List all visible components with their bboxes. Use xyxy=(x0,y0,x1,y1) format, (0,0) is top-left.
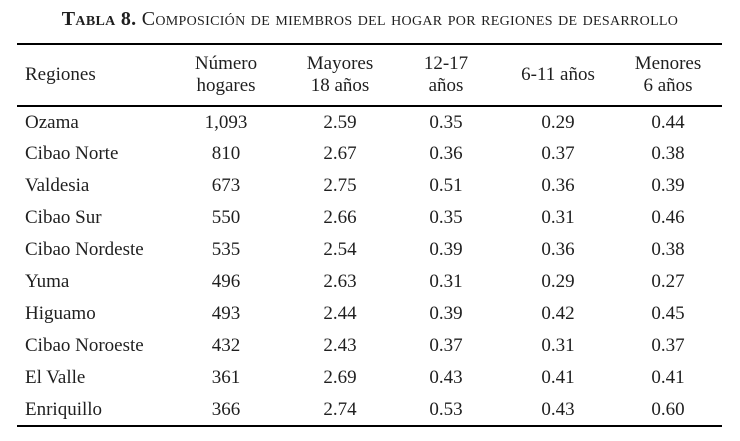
value-cell: 0.39 xyxy=(651,175,685,196)
column-header-numero-hogares: Número hogares xyxy=(162,44,290,107)
value-cell: 0.36 xyxy=(541,239,575,260)
value-cell: 810 xyxy=(211,143,241,164)
table-caption: Tabla 8. Composición de miembros del hog… xyxy=(0,8,740,31)
value-cell: 0.31 xyxy=(541,335,575,356)
region-cell: Valdesia xyxy=(25,175,90,196)
value-cell: 0.27 xyxy=(651,271,685,292)
value-cell: 361 xyxy=(211,367,241,388)
value-cell: 2.59 xyxy=(323,111,357,133)
value-cell: 1,093 xyxy=(204,111,248,133)
region-cell: Cibao Noroeste xyxy=(25,335,144,356)
column-header-6-11: 6-11 años xyxy=(502,44,614,107)
value-cell: 366 xyxy=(211,398,241,420)
header-row: Regiones Número hogares Mayores 18 años … xyxy=(17,44,722,107)
value-cell: 2.63 xyxy=(323,271,357,292)
value-cell: 0.37 xyxy=(429,335,463,356)
value-cell: 0.36 xyxy=(541,175,575,196)
table-row: Valdesia 673 2.75 0.51 0.36 0.39 xyxy=(17,170,722,202)
value-cell: 0.38 xyxy=(651,239,685,260)
value-cell: 2.66 xyxy=(323,207,357,228)
table-row: Enriquillo 366 2.74 0.53 0.43 0.60 xyxy=(17,394,722,426)
column-header-regiones: Regiones xyxy=(17,44,162,107)
value-cell: 2.74 xyxy=(323,398,357,420)
value-cell: 0.31 xyxy=(429,271,463,292)
region-cell: Yuma xyxy=(25,271,70,292)
value-cell: 496 xyxy=(211,271,241,292)
value-cell: 0.29 xyxy=(541,111,575,133)
value-cell: 0.53 xyxy=(429,398,463,420)
region-cell: Enriquillo xyxy=(25,398,103,420)
region-cell: Higuamo xyxy=(25,303,96,324)
value-cell: 2.67 xyxy=(323,143,357,164)
table-row: Cibao Noroeste 432 2.43 0.37 0.31 0.37 xyxy=(17,330,722,362)
value-cell: 0.35 xyxy=(429,111,463,133)
value-cell: 0.37 xyxy=(541,143,575,164)
region-cell: Ozama xyxy=(25,111,79,133)
table-row: Yuma 496 2.63 0.31 0.29 0.27 xyxy=(17,266,722,298)
value-cell: 0.36 xyxy=(429,143,463,164)
value-cell: 550 xyxy=(211,207,241,228)
value-cell: 2.43 xyxy=(323,335,357,356)
value-cell: 2.69 xyxy=(323,367,357,388)
value-cell: 2.44 xyxy=(323,303,357,324)
value-cell: 2.54 xyxy=(323,239,357,260)
value-cell: 493 xyxy=(211,303,241,324)
value-cell: 0.43 xyxy=(429,367,463,388)
table-caption-text: Composición de miembros del hogar por re… xyxy=(136,8,679,30)
value-cell: 0.51 xyxy=(429,175,463,196)
table-caption-label: Tabla 8. xyxy=(61,8,137,30)
table-row: Cibao Sur 550 2.66 0.35 0.31 0.46 xyxy=(17,202,722,234)
value-cell: 535 xyxy=(211,239,241,260)
value-cell: 0.39 xyxy=(429,303,463,324)
value-cell: 0.46 xyxy=(651,207,685,228)
value-cell: 0.35 xyxy=(429,207,463,228)
region-cell: Cibao Nordeste xyxy=(25,239,144,260)
table-row: Higuamo 493 2.44 0.39 0.42 0.45 xyxy=(17,298,722,330)
table-row: Ozama 1,093 2.59 0.35 0.29 0.44 xyxy=(17,106,722,138)
value-cell: 0.43 xyxy=(541,398,575,420)
table-row: Cibao Norte 810 2.67 0.36 0.37 0.38 xyxy=(17,138,722,170)
table-body: Ozama 1,093 2.59 0.35 0.29 0.44 Cibao Norte 810… xyxy=(17,106,722,426)
column-header-mayores-18: Mayores 18 años xyxy=(290,44,390,107)
column-header-menores-6: Menores 6 años xyxy=(614,44,722,107)
value-cell: 0.41 xyxy=(541,367,575,388)
value-cell: 0.29 xyxy=(541,271,575,292)
value-cell: 0.44 xyxy=(651,111,685,133)
data-table: Regiones Número hogares Mayores 18 años … xyxy=(17,43,722,427)
column-header-12-17: 12-17 años xyxy=(390,44,502,107)
value-cell: 673 xyxy=(211,175,241,196)
value-cell: 0.38 xyxy=(651,143,685,164)
region-cell: Cibao Sur xyxy=(25,207,102,228)
value-cell: 0.60 xyxy=(651,398,685,420)
region-cell: El Valle xyxy=(25,367,86,388)
value-cell: 0.41 xyxy=(651,367,685,388)
value-cell: 0.39 xyxy=(429,239,463,260)
value-cell: 432 xyxy=(211,335,241,356)
table-row: El Valle 361 2.69 0.43 0.41 0.41 xyxy=(17,362,722,394)
value-cell: 0.37 xyxy=(651,335,685,356)
table-container: Regiones Número hogares Mayores 18 años … xyxy=(17,43,722,427)
region-cell: Cibao Norte xyxy=(25,143,119,164)
value-cell: 2.75 xyxy=(323,175,357,196)
value-cell: 0.45 xyxy=(651,303,685,324)
value-cell: 0.42 xyxy=(541,303,575,324)
value-cell: 0.31 xyxy=(541,207,575,228)
table-row: Cibao Nordeste 535 2.54 0.39 0.36 0.38 xyxy=(17,234,722,266)
